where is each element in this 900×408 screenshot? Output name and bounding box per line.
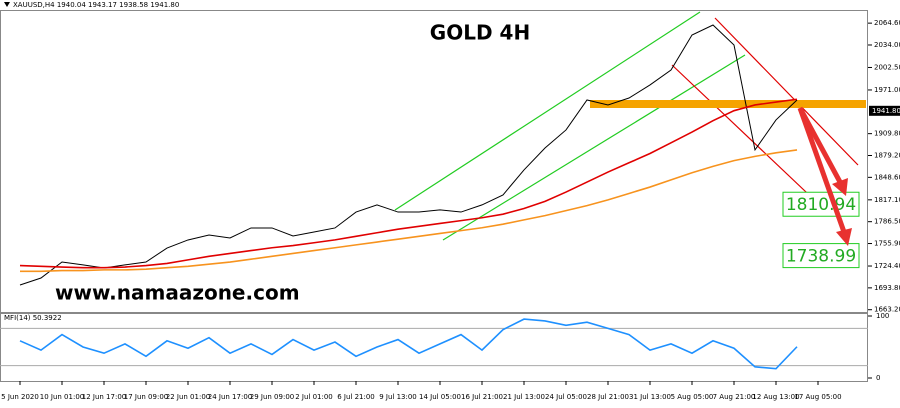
x-tick-label: 6 Jul 21:00 (337, 393, 375, 401)
target-label: 1738.99 (786, 247, 856, 267)
y-tick-label: 2064.60 (874, 19, 900, 27)
series-line (19, 318, 798, 370)
series-line (19, 98, 798, 269)
y-tick-label: 2034.00 (874, 41, 900, 49)
trend-line (442, 54, 746, 241)
target-label: 1810.94 (786, 195, 856, 215)
x-tick-label: 12 Aug 13:00 (752, 393, 799, 401)
y-tick-label: 1909.80 (874, 130, 900, 138)
chart-title: GOLD 4H (430, 21, 530, 45)
x-tick-label: 22 Jun 01:00 (166, 393, 210, 401)
y-tick-label: 1724.40 (874, 262, 900, 270)
watermark: www.namaazone.com (55, 281, 300, 305)
x-tick-label: 28 Jul 21:00 (587, 393, 629, 401)
arrow-head (836, 228, 852, 246)
current-price-label: 1941.80 (872, 107, 900, 115)
x-tick-label: 10 Jun 01:00 (40, 393, 84, 401)
trend-line (671, 64, 826, 211)
y-tick-label: 1817.10 (874, 196, 900, 204)
x-tick-label: 24 Jul 05:00 (545, 393, 587, 401)
y-tick-label: 1693.80 (874, 284, 900, 292)
y-tick-label: 100 (876, 312, 889, 320)
x-tick-label: 21 Jul 13:00 (503, 393, 545, 401)
price-pane-frame (0, 10, 868, 313)
arrow (797, 107, 847, 233)
target-box (782, 191, 860, 217)
arrows (797, 106, 852, 246)
symbol-header: XAUUSD,H4 1940.04 1943.17 1938.58 1941.8… (13, 1, 179, 9)
x-tick-label: 29 Jun 09:00 (250, 393, 294, 401)
y-tick-label: 1971.00 (874, 86, 900, 94)
arrow-head (832, 178, 848, 196)
y-tick-label: 1663.20 (874, 306, 900, 314)
x-tick-label: 7 Aug 21:00 (713, 393, 756, 401)
x-tick-label: 12 Jun 17:00 (82, 393, 126, 401)
y-tick-label: 1786.50 (874, 218, 900, 226)
mfi-title: MFI(14) 50.3922 (4, 314, 62, 322)
plot: 2064.60 2034.00 2002.50 1971.00 1909.80 1879.… (0, 19, 900, 401)
x-tick-label: 2 Jul 01:00 (295, 393, 333, 401)
series-line (20, 149, 798, 273)
x-tick-label: 17 Aug 05:00 (794, 393, 841, 401)
x-tick-label: 9 Jul 13:00 (379, 393, 417, 401)
mfi-pane-frame (0, 313, 868, 382)
y-tick-label: 2002.50 (874, 63, 900, 71)
y-tick-label: 1879.20 (874, 152, 900, 160)
y-tick-label: 0 (876, 374, 880, 382)
y-tick-label: 1848.60 (874, 173, 900, 181)
x-tick-label: 5 Aug 05:00 (671, 393, 714, 401)
x-tick-label: 31 Jul 13:00 (629, 393, 671, 401)
x-tick-label: 5 Jun 2020 (1, 393, 39, 401)
target-box (782, 243, 860, 269)
current-price-box (869, 105, 900, 116)
series-line (19, 24, 798, 286)
trend-line (394, 11, 701, 211)
symbol-arrow (4, 2, 10, 7)
y-tick-label: 1755.90 (874, 240, 900, 248)
x-tick-label: 24 Jun 17:00 (208, 393, 252, 401)
x-tick-label: 17 Jun 09:00 (124, 393, 168, 401)
x-tick-label: 16 Jul 21:00 (461, 393, 503, 401)
trend-line (714, 17, 859, 166)
x-tick-label: 14 Jul 05:00 (419, 393, 461, 401)
